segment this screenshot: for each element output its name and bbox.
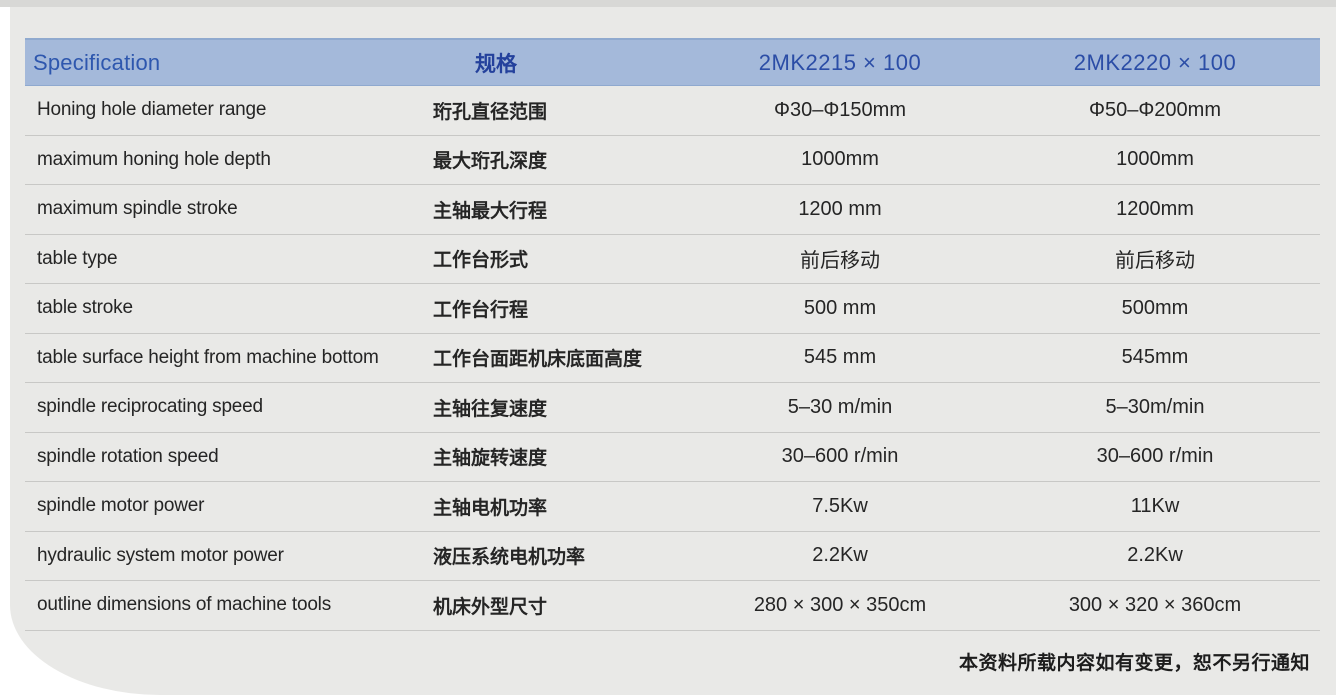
header-model-2mk2220: 2MK2220 × 100: [1073, 49, 1237, 75]
value-model2: 30–600 r/min: [1096, 445, 1214, 468]
table-row: table type 工作台形式 前后移动 前后移动: [25, 235, 1320, 284]
value-model1: 7.5Kw: [812, 494, 868, 517]
spec-label-en: table type: [37, 247, 118, 269]
spec-label-en: hydraulic system motor power: [37, 544, 284, 566]
spec-label-zh: 工作台面距机床底面高度: [433, 349, 643, 371]
spec-label-en: spindle rotation speed: [37, 445, 219, 467]
spec-label-zh: 液压系统电机功率: [433, 547, 586, 569]
table-header-row: Specification 规格 2MK2215 × 100 2MK2220 ×…: [25, 38, 1320, 86]
spec-label-zh: 主轴电机功率: [433, 497, 548, 519]
spec-label-zh: 主轴往复速度: [433, 398, 548, 420]
spec-label-en: outline dimensions of machine tools: [37, 594, 332, 616]
spec-label-zh: 最大珩孔深度: [433, 151, 548, 173]
value-model1: 30–600 r/min: [781, 445, 899, 468]
table-row: table stroke 工作台行程 500 mm 500mm: [25, 284, 1320, 334]
value-model2: 545mm: [1121, 346, 1189, 369]
value-model1: 280 × 300 × 350cm: [753, 593, 927, 616]
table-row: spindle rotation speed 主轴旋转速度 30–600 r/m…: [25, 433, 1320, 482]
table-row: hydraulic system motor power 液压系统电机功率 2.…: [25, 532, 1320, 581]
value-model2: 500mm: [1121, 296, 1189, 319]
spec-label-en: spindle reciprocating speed: [37, 396, 263, 418]
table-row: table surface height from machine bottom…: [25, 334, 1320, 383]
header-specification: Specification: [33, 49, 161, 75]
value-model1: 500 mm: [803, 296, 877, 319]
value-model1: Φ30–Φ150mm: [774, 98, 906, 121]
spec-label-zh: 工作台行程: [433, 299, 529, 321]
value-model1: 1200 mm: [798, 197, 882, 220]
spec-label-zh: 珩孔直径范围: [433, 101, 548, 123]
table-row: Honing hole diameter range 珩孔直径范围 Φ30–Φ1…: [25, 86, 1320, 136]
spec-label-en: table surface height from machine bottom: [37, 346, 379, 368]
value-model2: 5–30m/min: [1105, 395, 1205, 418]
table-row: spindle reciprocating speed 主轴往复速度 5–30 …: [25, 383, 1320, 433]
value-model2: Φ50–Φ200mm: [1089, 98, 1221, 121]
table-row: spindle motor power 主轴电机功率 7.5Kw 11Kw: [25, 482, 1320, 532]
value-model2: 300 × 320 × 360cm: [1068, 593, 1242, 616]
change-without-notice-note: 本资料所载内容如有变更，恕不另行通知: [958, 653, 1310, 674]
spec-sheet-panel: Specification 规格 2MK2215 × 100 2MK2220 ×…: [10, 7, 1336, 695]
value-model2: 1000mm: [1116, 148, 1194, 171]
table-row: outline dimensions of machine tools 机床外型…: [25, 581, 1320, 631]
value-model2: 11Kw: [1130, 494, 1180, 517]
table-row: maximum spindle stroke 主轴最大行程 1200 mm 12…: [25, 185, 1320, 235]
table-body: Honing hole diameter range 珩孔直径范围 Φ30–Φ1…: [25, 86, 1320, 631]
spec-label-zh: 主轴最大行程: [433, 200, 548, 222]
spec-label-zh: 机床外型尺寸: [433, 596, 548, 618]
spec-label-en: maximum honing hole depth: [37, 148, 271, 170]
value-model2: 1200mm: [1116, 197, 1194, 220]
value-model1: 1000mm: [801, 148, 879, 171]
spec-label-en: Honing hole diameter range: [37, 99, 267, 121]
page-top-strip: [0, 0, 1336, 7]
value-model2: 2.2Kw: [1127, 544, 1183, 567]
spec-label-en: spindle motor power: [37, 495, 205, 517]
header-model-2mk2215: 2MK2215 × 100: [758, 49, 922, 75]
value-model1: 5–30 m/min: [787, 395, 893, 418]
spec-label-zh: 工作台形式: [433, 250, 529, 272]
spec-label-en: table stroke: [37, 297, 133, 319]
value-model1: 2.2Kw: [812, 544, 868, 567]
spec-label-en: maximum spindle stroke: [37, 198, 238, 220]
value-model1: 前后移动: [800, 250, 880, 273]
specification-table: Specification 规格 2MK2215 × 100 2MK2220 ×…: [25, 38, 1320, 631]
value-model2: 前后移动: [1115, 250, 1195, 273]
spec-label-zh: 主轴旋转速度: [433, 448, 548, 470]
value-model1: 545 mm: [803, 346, 877, 369]
header-spec-chinese: 规格: [475, 52, 517, 76]
table-row: maximum honing hole depth 最大珩孔深度 1000mm …: [25, 136, 1320, 185]
